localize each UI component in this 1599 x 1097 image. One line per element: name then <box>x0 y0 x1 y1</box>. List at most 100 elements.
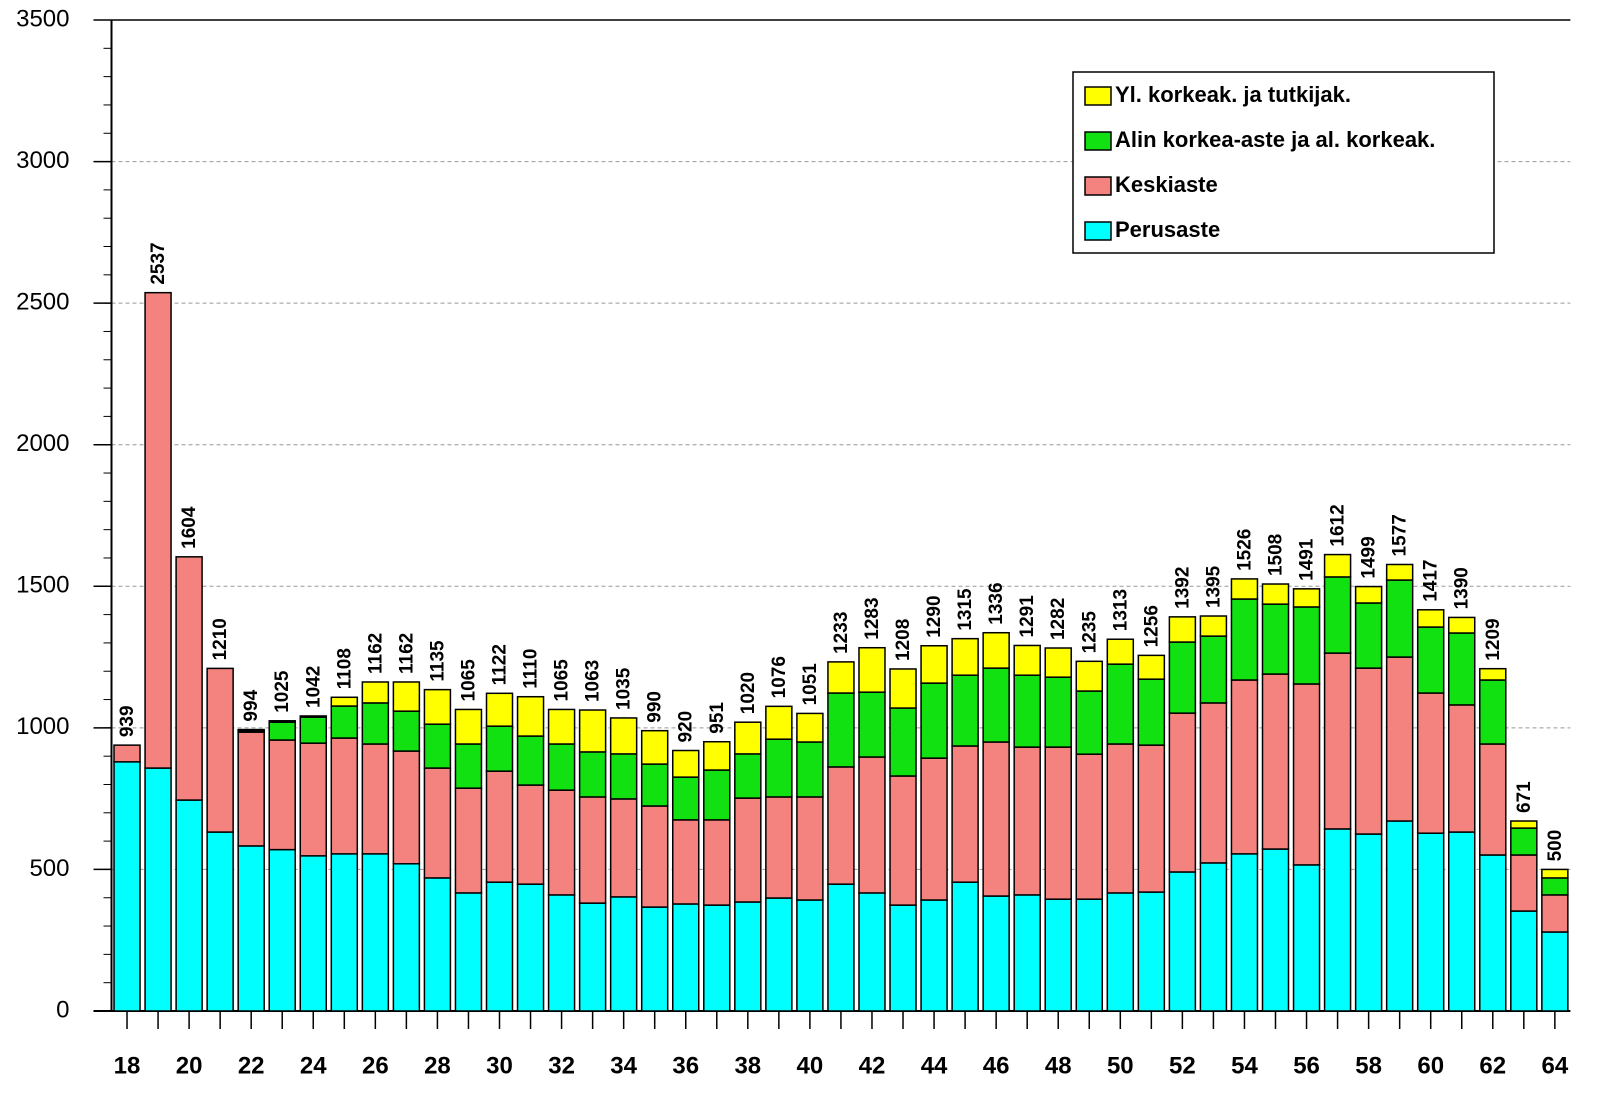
bar-segment <box>516 695 545 737</box>
bar-segment <box>1261 583 1290 605</box>
bar-segment <box>951 881 979 1012</box>
y-tick-label: 1500 <box>16 572 69 599</box>
y-tick-label: 500 <box>29 855 69 882</box>
bar-segment <box>640 729 669 765</box>
bar-segment <box>392 750 421 865</box>
bar-segment <box>1416 692 1445 834</box>
bar-segment <box>609 753 638 800</box>
bar-segment <box>299 716 328 744</box>
bar-segment <box>827 661 855 694</box>
bar-segment <box>1230 853 1259 1012</box>
bar-segment <box>1541 877 1569 896</box>
bar-segment <box>268 721 296 741</box>
bar-segment <box>1479 679 1507 745</box>
legend-swatch <box>1084 221 1112 241</box>
x-tick-label: 42 <box>859 1052 886 1079</box>
total-label: 1035 <box>614 667 635 710</box>
bar-segment <box>1510 910 1538 1012</box>
x-tick-label: 56 <box>1293 1052 1320 1079</box>
bar-segment <box>1199 615 1228 637</box>
bar-segment <box>1354 667 1383 835</box>
bar-segment <box>609 717 638 755</box>
bar-segment <box>858 691 886 758</box>
bar-segment <box>454 743 483 789</box>
total-label: 1108 <box>334 648 355 689</box>
bar-segment <box>1541 931 1569 1012</box>
x-tick-label: 38 <box>734 1052 761 1079</box>
bar-segment <box>703 740 731 771</box>
bar-segment <box>1013 674 1041 748</box>
total-label: 1256 <box>1141 605 1162 647</box>
bar-segment <box>765 897 793 1012</box>
bar-segment <box>113 761 141 1012</box>
total-label: 1065 <box>458 659 479 702</box>
bar-segment <box>1168 616 1197 643</box>
y-tick-label: 0 <box>56 996 69 1023</box>
total-label: 1162 <box>365 633 386 674</box>
total-label: 671 <box>1514 781 1535 813</box>
x-tick-label: 28 <box>424 1052 451 1079</box>
total-label: 1290 <box>924 595 945 637</box>
y-tick-label: 3500 <box>16 5 69 32</box>
total-label: 1604 <box>179 506 200 549</box>
bar-segment <box>734 753 762 799</box>
bar-segment <box>1137 678 1166 746</box>
bar-segment <box>206 831 234 1012</box>
x-tick-label: 64 <box>1542 1052 1569 1079</box>
bar-segment <box>206 667 234 833</box>
bar-segment <box>361 702 390 745</box>
bar-segment <box>1013 644 1041 676</box>
bar-segment <box>703 904 731 1012</box>
total-label: 1392 <box>1172 567 1193 609</box>
x-tick-label: 58 <box>1355 1052 1382 1079</box>
legend-label: Perusaste <box>1115 217 1220 242</box>
x-tick-label: 36 <box>672 1052 699 1079</box>
total-label: 1210 <box>210 618 231 660</box>
total-label: 500 <box>1545 830 1566 862</box>
bar-segment <box>1261 673 1290 850</box>
bar-segment <box>1416 626 1445 694</box>
y-tick-label: 1000 <box>16 713 69 740</box>
x-tick-label: 48 <box>1045 1052 1072 1079</box>
total-label: 1122 <box>490 644 511 685</box>
bar-segment <box>1323 652 1352 830</box>
x-tick-label: 60 <box>1417 1052 1444 1079</box>
bar-segment <box>423 767 452 879</box>
bar-segment <box>1479 667 1507 681</box>
bar-segment <box>1479 854 1507 1012</box>
bar-segment <box>423 723 452 769</box>
bar-segment <box>796 899 824 1012</box>
x-tick-label: 20 <box>176 1052 203 1079</box>
bar-segment <box>516 883 545 1012</box>
bar-segment <box>982 895 1010 1012</box>
bar-segment <box>1044 676 1072 748</box>
total-label: 2537 <box>148 242 169 284</box>
bar-segment <box>144 767 172 1012</box>
total-label: 1390 <box>1452 567 1473 609</box>
bar-segment <box>1354 833 1383 1012</box>
bar-segment <box>454 787 483 894</box>
total-label: 994 <box>241 689 262 721</box>
bar-segment <box>485 725 514 772</box>
bar-segment <box>1106 663 1135 745</box>
bar-segment <box>734 797 762 903</box>
x-tick-label: 22 <box>238 1052 265 1079</box>
bar-segment <box>330 696 359 707</box>
bar-segment <box>547 789 576 896</box>
total-label: 1135 <box>427 640 448 682</box>
total-label: 1508 <box>1266 534 1287 576</box>
bar-segment <box>1230 598 1259 681</box>
legend-swatch <box>1084 86 1112 106</box>
bar-segment <box>1323 576 1352 654</box>
bar-segment <box>485 881 514 1012</box>
bar-segment <box>640 805 669 908</box>
bar-segment <box>765 738 793 798</box>
bar-segment <box>175 556 203 801</box>
legend-box <box>1072 71 1495 254</box>
total-label: 1526 <box>1234 529 1255 571</box>
bar-segment <box>516 784 545 885</box>
total-label: 951 <box>707 702 728 734</box>
bar-segment <box>1075 660 1104 692</box>
total-label: 1315 <box>955 588 976 631</box>
